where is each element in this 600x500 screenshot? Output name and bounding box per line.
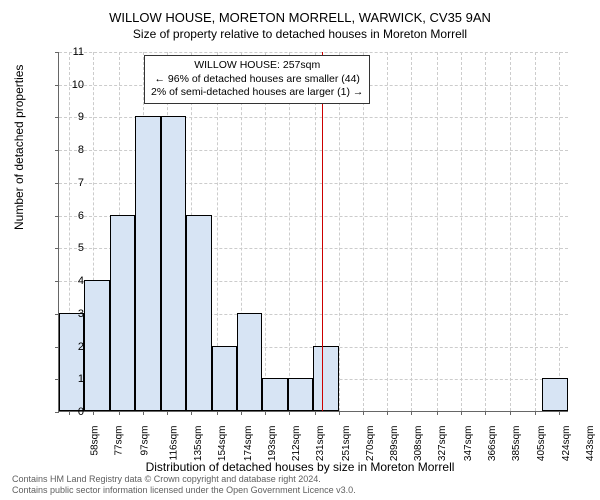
plot-area: WILLOW HOUSE: 257sqm← 96% of detached ho… (58, 52, 568, 412)
xtick-label: 212sqm (291, 426, 302, 462)
xtick-label: 327sqm (437, 426, 448, 462)
xtick-label: 347sqm (463, 426, 474, 462)
xtick-label: 58sqm (90, 426, 101, 456)
annotation-line2: ← 96% of detached houses are smaller (44… (151, 73, 363, 87)
xtick-mark (485, 411, 486, 415)
histogram-bar (161, 116, 186, 411)
xtick-label: 77sqm (114, 426, 125, 456)
gridline-v (535, 52, 536, 411)
footer-line2: Contains public sector information licen… (12, 485, 356, 496)
gridline-v (363, 52, 364, 411)
xtick-mark (217, 411, 218, 415)
chart-title-main: WILLOW HOUSE, MORETON MORRELL, WARWICK, … (0, 0, 600, 25)
xtick-label: 308sqm (413, 426, 424, 462)
xtick-mark (510, 411, 511, 415)
ytick-label: 1 (54, 373, 84, 385)
xtick-label: 154sqm (217, 426, 228, 462)
histogram-bar (59, 313, 84, 411)
xtick-label: 405sqm (537, 426, 548, 462)
histogram-bar (135, 116, 160, 411)
xtick-label: 231sqm (315, 426, 326, 462)
xtick-mark (461, 411, 462, 415)
gridline-v (411, 52, 412, 411)
xtick-mark (93, 411, 94, 415)
gridline-v (461, 52, 462, 411)
chart-title-sub: Size of property relative to detached ho… (0, 27, 600, 41)
ytick-label: 9 (54, 111, 84, 123)
gridline-v (510, 52, 511, 411)
xtick-mark (363, 411, 364, 415)
histogram-bar (212, 346, 237, 411)
xtick-mark (265, 411, 266, 415)
ytick-label: 3 (54, 308, 84, 320)
histogram-bar (237, 313, 262, 411)
histogram-bar (186, 215, 211, 411)
ytick-label: 10 (54, 79, 84, 91)
y-axis-label: Number of detached properties (12, 65, 26, 230)
property-marker-line (322, 52, 323, 411)
ytick-label: 4 (54, 275, 84, 287)
gridline-v (387, 52, 388, 411)
gridline-v (559, 52, 560, 411)
xtick-mark (437, 411, 438, 415)
histogram-bar (288, 378, 313, 411)
xtick-mark (535, 411, 536, 415)
ytick-label: 6 (54, 210, 84, 222)
annotation-line1: WILLOW HOUSE: 257sqm (151, 59, 363, 73)
xtick-label: 443sqm (585, 426, 596, 462)
xtick-label: 385sqm (511, 426, 522, 462)
xtick-label: 116sqm (168, 426, 179, 461)
xtick-label: 251sqm (341, 426, 352, 462)
xtick-mark (167, 411, 168, 415)
histogram-bar (542, 378, 567, 411)
xtick-label: 174sqm (243, 426, 254, 462)
gridline-v (289, 52, 290, 411)
xtick-label: 97sqm (139, 426, 150, 456)
xtick-mark (411, 411, 412, 415)
xtick-mark (559, 411, 560, 415)
xtick-label: 366sqm (487, 426, 498, 462)
xtick-mark (119, 411, 120, 415)
chart-area: WILLOW HOUSE: 257sqm← 96% of detached ho… (58, 52, 568, 412)
ytick-label: 11 (54, 46, 84, 58)
xtick-label: 289sqm (389, 426, 400, 462)
ytick-label: 5 (54, 242, 84, 254)
ytick-label: 0 (54, 406, 84, 418)
histogram-bar (110, 215, 135, 411)
footer-line1: Contains HM Land Registry data © Crown c… (12, 474, 356, 485)
xtick-label: 424sqm (561, 426, 572, 462)
gridline-v (485, 52, 486, 411)
x-axis-label: Distribution of detached houses by size … (0, 460, 600, 474)
xtick-mark (191, 411, 192, 415)
ytick-label: 8 (54, 144, 84, 156)
xtick-label: 135sqm (193, 426, 204, 462)
annotation-box: WILLOW HOUSE: 257sqm← 96% of detached ho… (144, 55, 370, 104)
xtick-mark (387, 411, 388, 415)
xtick-mark (241, 411, 242, 415)
gridline-v (339, 52, 340, 411)
xtick-mark (289, 411, 290, 415)
ytick-label: 7 (54, 177, 84, 189)
xtick-label: 193sqm (267, 426, 278, 462)
gridline-h (59, 52, 568, 53)
ytick-label: 2 (54, 341, 84, 353)
gridline-v (265, 52, 266, 411)
gridline-v (437, 52, 438, 411)
histogram-bar (84, 280, 109, 411)
footer-attribution: Contains HM Land Registry data © Crown c… (12, 474, 356, 496)
xtick-mark (339, 411, 340, 415)
xtick-mark (143, 411, 144, 415)
histogram-bar (313, 346, 338, 411)
xtick-mark (315, 411, 316, 415)
xtick-label: 270sqm (365, 426, 376, 462)
histogram-bar (262, 378, 287, 411)
annotation-line3: 2% of semi-detached houses are larger (1… (151, 86, 363, 100)
